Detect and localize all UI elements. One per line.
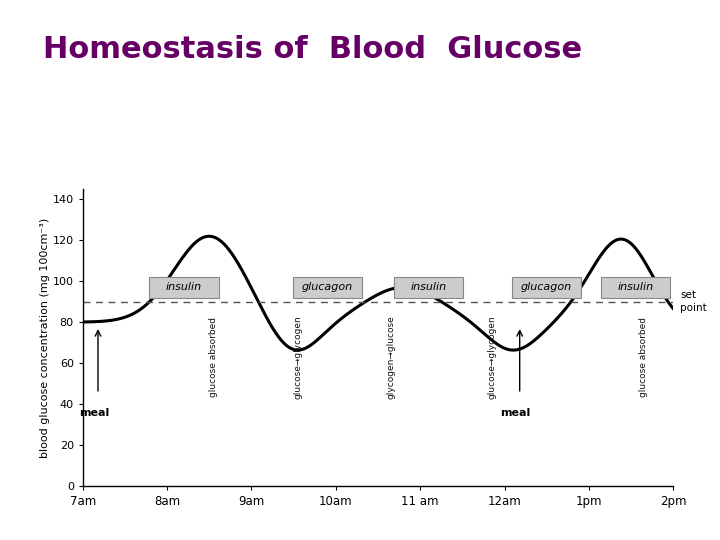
Text: Homeostasis of  Blood  Glucose: Homeostasis of Blood Glucose	[43, 35, 582, 64]
Text: meal: meal	[78, 408, 109, 418]
Text: glucose absorbed: glucose absorbed	[209, 317, 218, 397]
FancyBboxPatch shape	[600, 277, 670, 298]
FancyBboxPatch shape	[150, 277, 219, 298]
Text: glucose absorbed: glucose absorbed	[639, 317, 648, 397]
Text: glucagon: glucagon	[521, 282, 572, 292]
Text: glucose→glycogen: glucose→glycogen	[293, 315, 302, 399]
FancyBboxPatch shape	[293, 277, 362, 298]
FancyBboxPatch shape	[512, 277, 581, 298]
Text: insulin: insulin	[410, 282, 446, 292]
Text: glycogen→glucose: glycogen→glucose	[386, 315, 395, 399]
Text: glucagon: glucagon	[302, 282, 353, 292]
Text: insulin: insulin	[166, 282, 202, 292]
Text: insulin: insulin	[617, 282, 653, 292]
Text: meal: meal	[500, 408, 531, 418]
Text: glucose→glycogen: glucose→glycogen	[487, 315, 496, 399]
FancyBboxPatch shape	[394, 277, 463, 298]
Y-axis label: blood glucose concentration (mg 100cm⁻³): blood glucose concentration (mg 100cm⁻³)	[40, 218, 50, 457]
Text: set
point: set point	[680, 291, 707, 313]
